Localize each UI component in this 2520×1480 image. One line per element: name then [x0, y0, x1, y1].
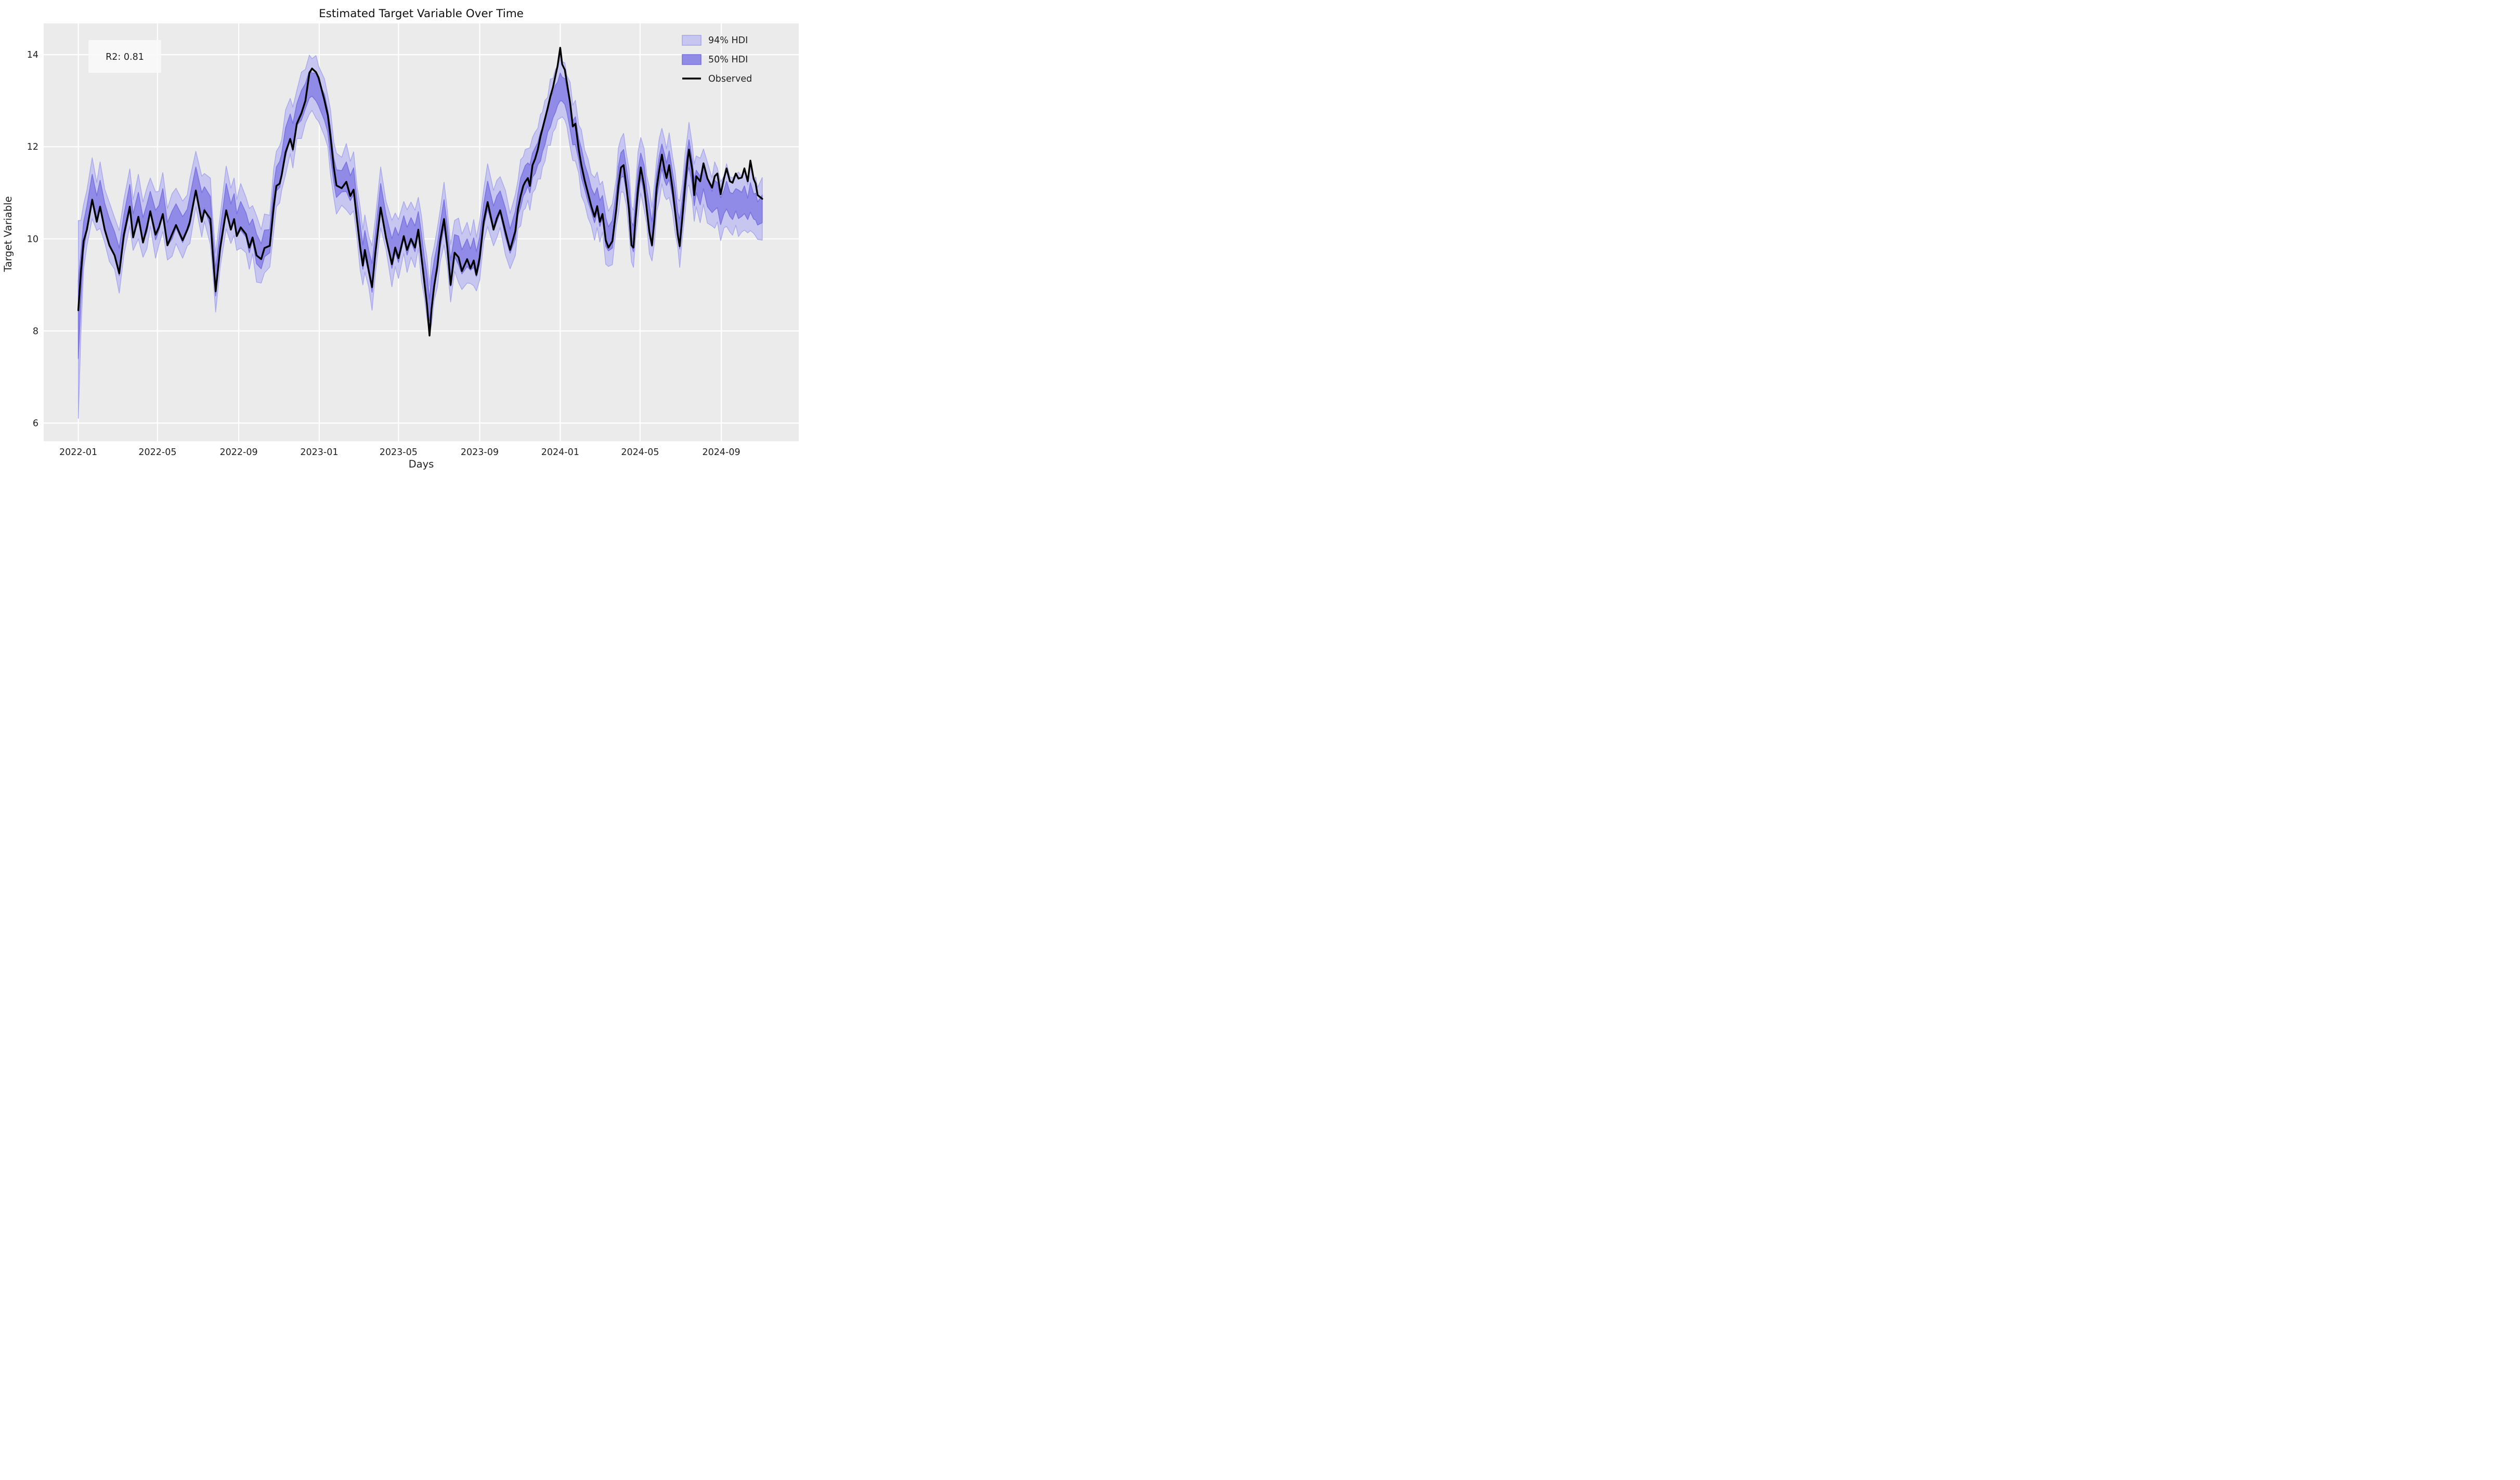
r2-annotation-text: R2: 0.81	[106, 52, 144, 62]
legend-item-hdi94: 94% HDI	[682, 35, 748, 46]
legend-item-observed: Observed	[682, 74, 752, 84]
x-axis-ticks: 2022-01 2022-05 2022-09 2023-01 2023-05 2023-…	[59, 447, 741, 458]
y-tick-label: 10	[27, 234, 38, 244]
y-tick-label: 8	[33, 326, 38, 336]
x-tick-label: 2022-09	[220, 447, 258, 458]
legend-label-hdi94: 94% HDI	[708, 35, 748, 46]
hdi50-swatch	[682, 54, 702, 65]
r2-annotation-box	[88, 40, 161, 73]
legend-item-hdi50: 50% HDI	[682, 54, 748, 65]
x-tick-label: 2023-05	[380, 447, 418, 458]
y-tick-label: 12	[27, 142, 38, 152]
y-axis-ticks: 6 8 10 12 14	[27, 50, 38, 429]
legend: 94% HDI 50% HDI Observed	[682, 35, 752, 84]
observed-line	[77, 47, 763, 336]
y-tick-label: 14	[27, 50, 38, 60]
legend-label-hdi50: 50% HDI	[708, 55, 748, 65]
posterior-timeseries-chart: 2022-01 2022-05 2022-09 2023-01 2023-05 2023-…	[2, 7, 799, 470]
y-tick-label: 6	[33, 419, 38, 429]
x-tick-label: 2023-01	[300, 447, 338, 458]
hdi94-swatch	[682, 35, 702, 46]
x-tick-label: 2023-09	[461, 447, 499, 458]
x-tick-label: 2024-01	[541, 447, 579, 458]
x-tick-label: 2024-09	[703, 447, 741, 458]
legend-label-observed: Observed	[708, 74, 752, 84]
x-tick-label: 2022-01	[59, 447, 97, 458]
figure: 2022-01 2022-05 2022-09 2023-01 2023-05 2023-…	[0, 0, 804, 472]
y-axis-label: Target Variable	[2, 196, 14, 272]
r2-annotation: R2: 0.81	[88, 40, 161, 73]
hdi50-band	[77, 71, 763, 359]
x-tick-label: 2022-05	[138, 447, 176, 458]
x-tick-label: 2024-05	[621, 447, 659, 458]
chart-title: Estimated Target Variable Over Time	[319, 7, 524, 20]
x-axis-label: Days	[409, 458, 434, 470]
